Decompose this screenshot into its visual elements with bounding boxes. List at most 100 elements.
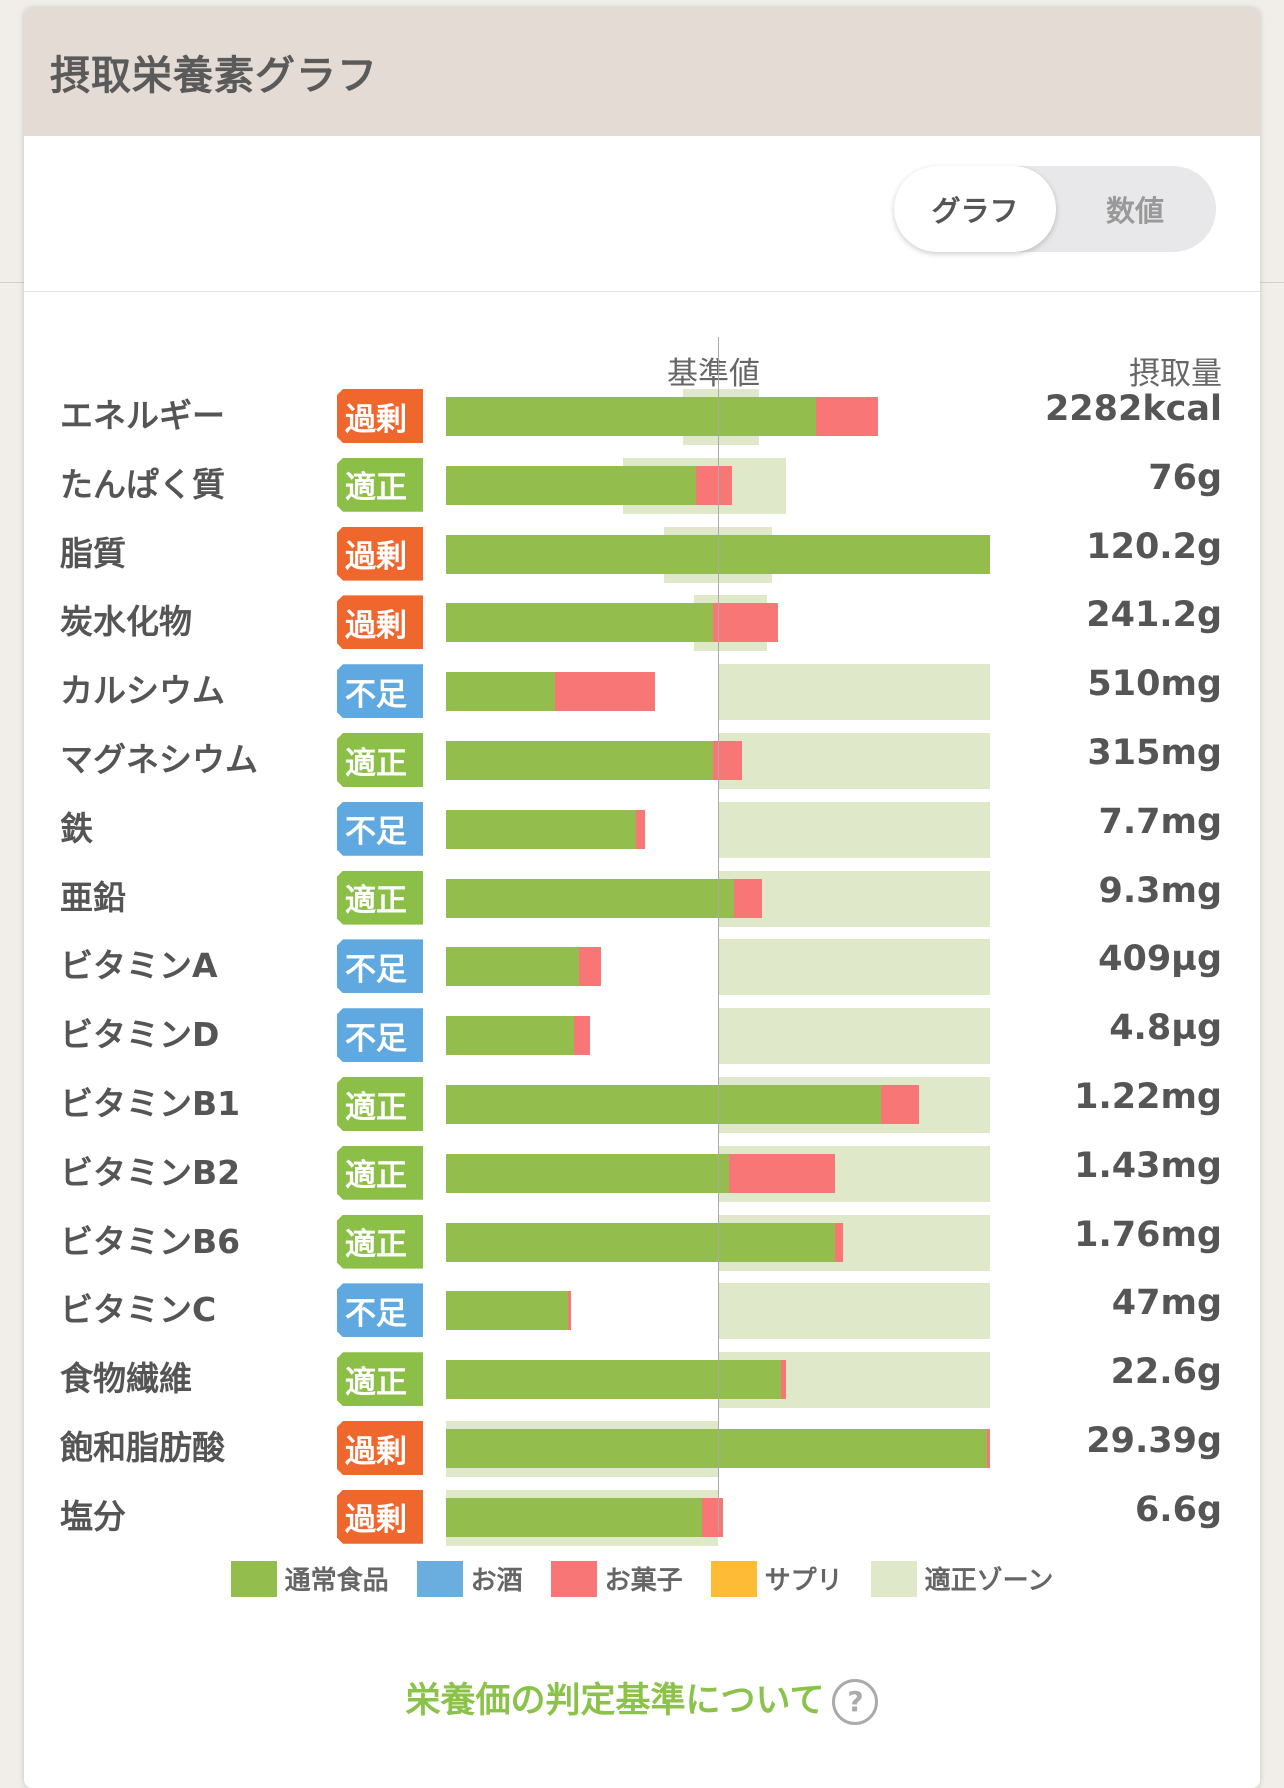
nutrient-row: ビタミンB2 適正 1.43mg [24, 1134, 1260, 1203]
nutrient-row: 鉄 不足 7.7mg [24, 790, 1260, 859]
sweets-bar [636, 809, 645, 849]
sweets-bar [712, 741, 743, 780]
sweets-bar [734, 878, 762, 918]
nutrient-name: 飽和脂肪酸 [60, 1428, 225, 1467]
adequate-zone [718, 939, 990, 996]
intake-amount: 510mg [1087, 664, 1222, 705]
adequate-zone [718, 801, 990, 858]
intake-amount: 7.7mg [1098, 801, 1222, 842]
legend-label: お菓子 [604, 1566, 683, 1596]
numeric-view-button[interactable]: 数値 [1105, 194, 1164, 228]
intake-amount: 1.76mg [1074, 1214, 1222, 1255]
status-badge: 適正 [337, 1214, 423, 1269]
nutrient-name: ビタミンA [60, 946, 218, 986]
status-badge: 不足 [337, 1283, 423, 1338]
sweets-bar [568, 1291, 572, 1331]
adequate-zone [718, 733, 990, 789]
legend-swatch [710, 1560, 757, 1597]
graph-view-button[interactable]: グラフ [894, 166, 1056, 252]
view-toggle-bar: グラフ 数値 [24, 136, 1260, 292]
intake-amount: 1.22mg [1074, 1077, 1222, 1117]
status-badge: 過剰 [337, 526, 423, 581]
intake-amount: 9.3mg [1098, 870, 1222, 911]
nutrient-row: マグネシウム 適正 315mg [24, 721, 1260, 790]
intake-amount: 120.2g [1086, 526, 1222, 567]
status-badge: 適正 [337, 870, 423, 925]
adequate-zone [718, 1283, 990, 1340]
sweets-bar [554, 672, 656, 712]
judge-criteria-link[interactable]: 栄養価の判定基準について? [24, 1672, 1260, 1725]
legend: 通常食品 お酒 お菓子 サプリ 適正ゾーン [24, 1560, 1260, 1597]
status-badge: 過剰 [337, 595, 423, 650]
food-bar [446, 1085, 882, 1124]
page-title: 摂取栄養素グラフ [50, 53, 378, 99]
nutrient-row: 亜鉛 適正 9.3mg [24, 859, 1260, 928]
legend-swatch [230, 1560, 277, 1597]
intake-amount: 47mg [1111, 1283, 1222, 1324]
status-badge: 適正 [337, 1145, 423, 1200]
status-badge: 適正 [337, 733, 423, 787]
nutrient-row: 飽和脂肪酸 過剰 29.39g [24, 1409, 1260, 1478]
food-bar [446, 1153, 729, 1193]
intake-amount: 409µg [1098, 939, 1222, 980]
nutrient-row: カルシウム 不足 510mg [24, 652, 1260, 721]
status-badge: 適正 [337, 1352, 423, 1407]
food-bar [446, 1016, 574, 1056]
bar-track [446, 1203, 990, 1272]
bar-track [446, 583, 990, 652]
nutrient-row: 脂質 過剰 120.2g [24, 515, 1260, 584]
status-badge: 適正 [337, 1077, 423, 1131]
nutrient-name: 鉄 [60, 808, 93, 848]
food-bar [446, 465, 697, 505]
food-bar [446, 672, 555, 712]
bar-track [446, 377, 990, 446]
nutrient-name: ビタミンB2 [60, 1152, 241, 1192]
nutrient-row: ビタミンD 不足 4.8µg [24, 996, 1260, 1065]
nutrient-name: ビタミンD [60, 1015, 220, 1055]
bar-track [446, 790, 990, 859]
adequate-zone [718, 870, 990, 927]
bar-track [446, 1340, 990, 1409]
sweets-bar [780, 1360, 786, 1400]
status-badge: 過剰 [337, 1489, 423, 1544]
sweets-bar [834, 1222, 844, 1262]
intake-amount: 76g [1148, 457, 1222, 498]
intake-header: 摂取量 [1129, 356, 1222, 392]
food-bar [446, 397, 816, 436]
legend-label: 通常食品 [284, 1566, 389, 1596]
food-bar [446, 878, 735, 918]
bar-track [446, 1134, 990, 1203]
bar-track [446, 1065, 990, 1134]
status-badge: 不足 [337, 939, 423, 994]
bar-track [446, 1478, 990, 1547]
adequate-zone [718, 1008, 990, 1065]
nutrient-name: 脂質 [60, 533, 126, 573]
sweets-bar [881, 1085, 920, 1124]
nutrient-name: 食物繊維 [60, 1359, 192, 1399]
status-badge: 適正 [337, 457, 423, 512]
food-bar [446, 1222, 835, 1262]
intake-amount: 4.8µg [1109, 1008, 1222, 1049]
nutrient-row: ビタミンC 不足 47mg [24, 1271, 1260, 1340]
intake-amount: 241.2g [1086, 595, 1222, 636]
bar-track [446, 721, 990, 790]
legend-label: お酒 [470, 1566, 523, 1596]
legend-item: 通常食品 [230, 1560, 389, 1597]
judge-criteria-label: 栄養価の判定基準について [405, 1681, 825, 1721]
adequate-zone [718, 664, 990, 721]
sweets-bar [815, 397, 879, 436]
background-divider [0, 282, 25, 283]
legend-item: お菓子 [550, 1560, 683, 1597]
nutrient-name: 亜鉛 [60, 877, 126, 917]
bar-track [446, 927, 990, 996]
legend-item: 適正ゾーン [870, 1560, 1054, 1597]
status-badge: 不足 [337, 664, 423, 719]
legend-label: 適正ゾーン [924, 1566, 1054, 1596]
food-bar [446, 741, 713, 780]
nutrient-name: ビタミンB1 [60, 1084, 241, 1123]
sweets-bar [701, 1497, 724, 1537]
intake-amount: 2282kcal [1044, 389, 1222, 429]
nutrient-name: たんぱく質 [60, 464, 225, 504]
intake-amount: 1.43mg [1074, 1145, 1222, 1186]
help-icon[interactable]: ? [832, 1679, 879, 1725]
